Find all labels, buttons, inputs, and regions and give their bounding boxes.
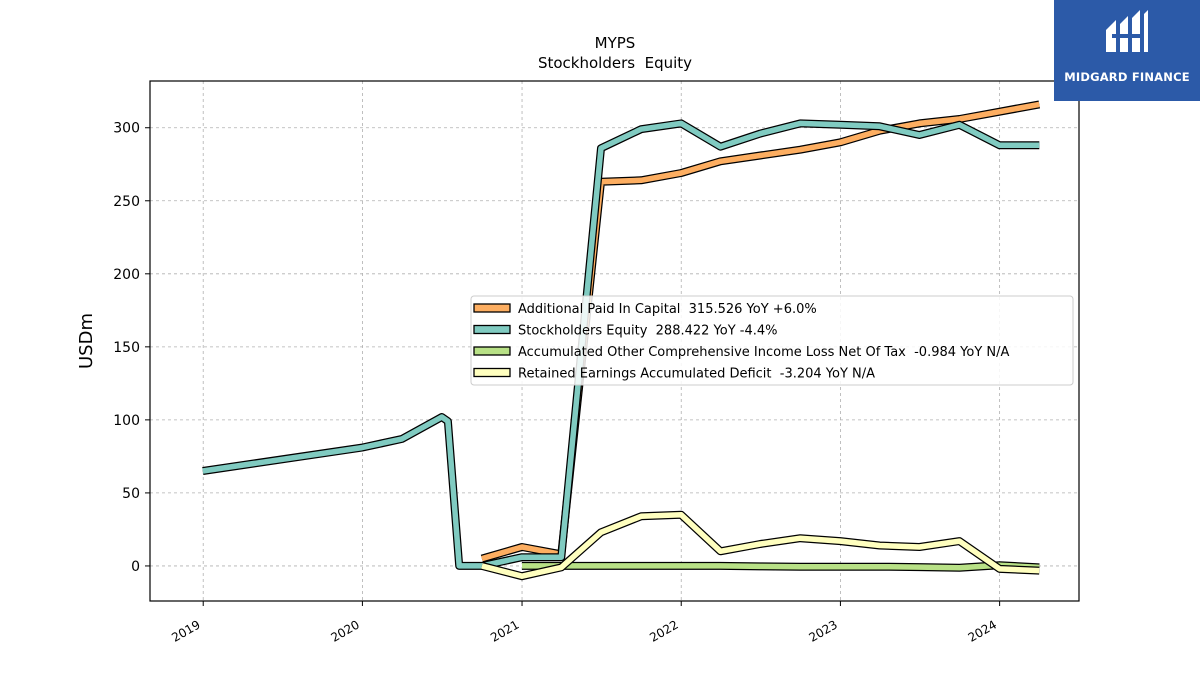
x-tick-label: 2022 (647, 617, 680, 644)
x-tick-label: 2023 (806, 617, 839, 644)
legend-swatch (473, 324, 511, 335)
chart-subtitle: Stockholders Equity (538, 54, 692, 72)
y-tick-label: 200 (113, 267, 140, 283)
logo-text: MIDGARD FINANCE (1064, 70, 1190, 84)
y-tick-label: 250 (113, 194, 140, 210)
legend-label: Additional Paid In Capital 315.526 YoY +… (518, 302, 817, 317)
y-tick-label: 50 (122, 486, 140, 502)
y-tick-label: 150 (113, 340, 140, 356)
legend: Additional Paid In Capital 315.526 YoY +… (470, 295, 1074, 386)
x-tick-label: 2024 (966, 617, 999, 644)
x-tick-label: 2019 (169, 617, 202, 644)
series-line-3 (481, 512, 1040, 579)
series-line-2 (522, 562, 1040, 571)
series-line-1 (202, 120, 1040, 569)
x-axis: 2019 2020 2021 2022 2023 2024 (169, 601, 1001, 645)
x-tick-label: 2021 (488, 617, 521, 644)
series-lines (202, 100, 1041, 581)
legend-box (470, 295, 1074, 386)
y-tick-label: 300 (113, 121, 140, 137)
legend-label: Accumulated Other Comprehensive Income L… (518, 345, 1009, 360)
legend-swatch (473, 303, 511, 313)
legend-label: Retained Earnings Accumulated Deficit -3… (518, 367, 875, 382)
y-axis-label: USDm (76, 313, 97, 369)
midgard-logo-icon (1106, 10, 1148, 52)
y-axis: 0 50 100 150 200 250 300 (113, 121, 150, 575)
chart-title: MYPS (595, 34, 636, 52)
legend-swatch (473, 346, 511, 356)
plot-frame (149, 80, 1080, 602)
x-tick-label: 2020 (328, 617, 361, 644)
y-tick-label: 100 (113, 413, 140, 429)
midgard-finance-logo: MIDGARD FINANCE (1054, 0, 1200, 101)
legend-label: Stockholders Equity 288.422 YoY -4.4% (518, 324, 778, 339)
y-tick-label: 0 (131, 559, 140, 575)
legend-swatch (473, 367, 511, 378)
